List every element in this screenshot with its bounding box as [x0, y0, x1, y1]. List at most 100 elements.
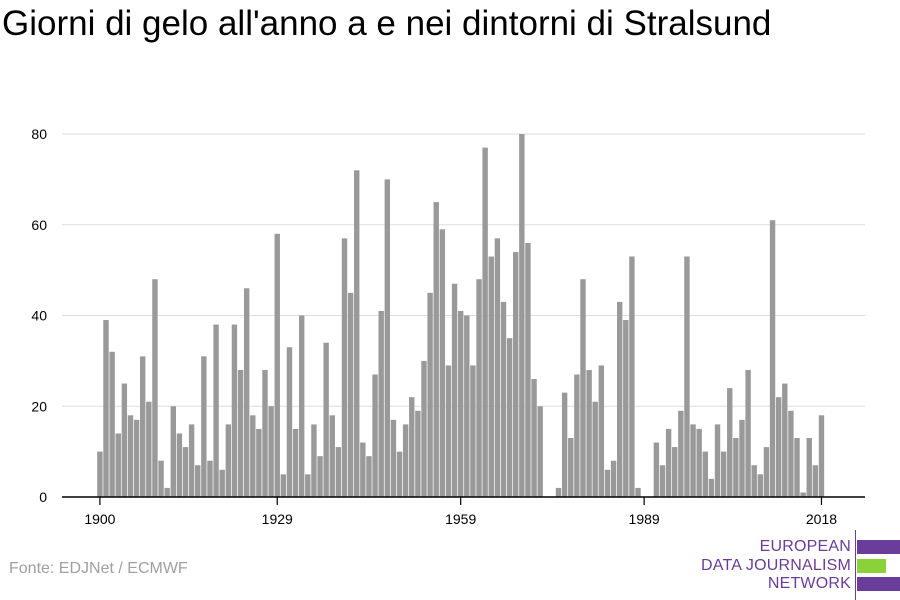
bar [262, 369, 268, 497]
bar [672, 447, 678, 497]
bar [494, 238, 501, 498]
bar [531, 379, 537, 497]
x-tick-label: 1929 [262, 511, 293, 527]
bar [690, 424, 696, 497]
bar [451, 283, 458, 497]
bar [268, 406, 274, 497]
logo-bar-bottom [857, 577, 900, 591]
bar [653, 442, 660, 497]
bar [115, 433, 121, 497]
x-tick-label: 1989 [629, 511, 660, 527]
logo-divider [855, 530, 856, 600]
bar [592, 401, 598, 497]
bar [500, 301, 507, 497]
bar [476, 279, 482, 497]
bar [182, 447, 189, 497]
bar [390, 419, 397, 497]
bar [299, 315, 305, 497]
bar [421, 360, 427, 498]
bar [684, 256, 690, 497]
y-tick-label: 20 [31, 398, 47, 414]
bar [305, 474, 311, 497]
bar [702, 451, 708, 498]
bar [127, 415, 134, 497]
bar [604, 469, 611, 497]
bar [470, 365, 476, 497]
bar [415, 410, 421, 497]
bar [207, 460, 213, 497]
bar [329, 415, 335, 497]
bar [635, 487, 641, 497]
bar [146, 401, 152, 497]
bar [506, 338, 513, 497]
logo-line-network: NETWORK [767, 575, 851, 592]
bar [733, 438, 739, 497]
bar [616, 301, 623, 497]
bar [237, 369, 244, 497]
bar [121, 383, 128, 497]
bar [818, 415, 825, 497]
bar [360, 442, 366, 497]
bar [317, 456, 323, 497]
gridlines [62, 133, 865, 407]
y-tick-label: 80 [31, 126, 47, 142]
bar [708, 478, 715, 497]
bar [384, 179, 391, 498]
bar [188, 424, 195, 497]
y-axis-ticks: 0 20 40 60 80 [31, 126, 47, 505]
bar [170, 406, 176, 497]
bars [97, 134, 825, 498]
bar [488, 256, 494, 497]
bar [323, 342, 329, 497]
y-tick-label: 40 [31, 308, 47, 324]
bar [525, 242, 531, 497]
bar [794, 438, 800, 497]
logo-line-european: EUROPEAN [759, 538, 851, 555]
bar [586, 369, 592, 497]
bar [537, 406, 543, 497]
bar [727, 388, 733, 497]
bar [201, 356, 207, 497]
bar [629, 256, 635, 497]
bar [164, 487, 170, 497]
bar [800, 492, 806, 497]
bar [482, 147, 488, 498]
bar [769, 220, 776, 497]
bar [274, 233, 280, 497]
bar [757, 474, 764, 497]
bar [568, 438, 574, 497]
bar [103, 320, 109, 497]
bar [97, 451, 103, 498]
bar [347, 292, 354, 497]
bar [231, 324, 238, 497]
bar [739, 419, 745, 497]
bar [580, 279, 586, 497]
bar [775, 397, 782, 497]
bar [678, 410, 684, 497]
bar [152, 279, 158, 497]
bar [219, 469, 225, 497]
bar [610, 460, 617, 497]
bar [396, 451, 403, 498]
bar [341, 238, 348, 498]
bar [751, 465, 757, 497]
bar [598, 365, 605, 497]
bar [378, 310, 384, 497]
bar [665, 428, 672, 497]
logo-line-data-journalism: DATA JOURNALISM [701, 557, 851, 574]
bar [256, 428, 262, 497]
bar [696, 428, 702, 497]
bar [659, 465, 666, 497]
bar [243, 288, 250, 497]
bar [409, 397, 415, 497]
x-tick-label: 1959 [445, 511, 476, 527]
bar [439, 229, 446, 498]
bar [250, 415, 256, 497]
bar [745, 369, 751, 497]
bar [720, 451, 727, 498]
x-tick-label: 2018 [806, 511, 837, 527]
logo-bar-top [857, 540, 900, 554]
bar [788, 410, 794, 497]
edjnet-logo[interactable]: EUROPEAN DATA JOURNALISM NETWORK [700, 528, 900, 600]
